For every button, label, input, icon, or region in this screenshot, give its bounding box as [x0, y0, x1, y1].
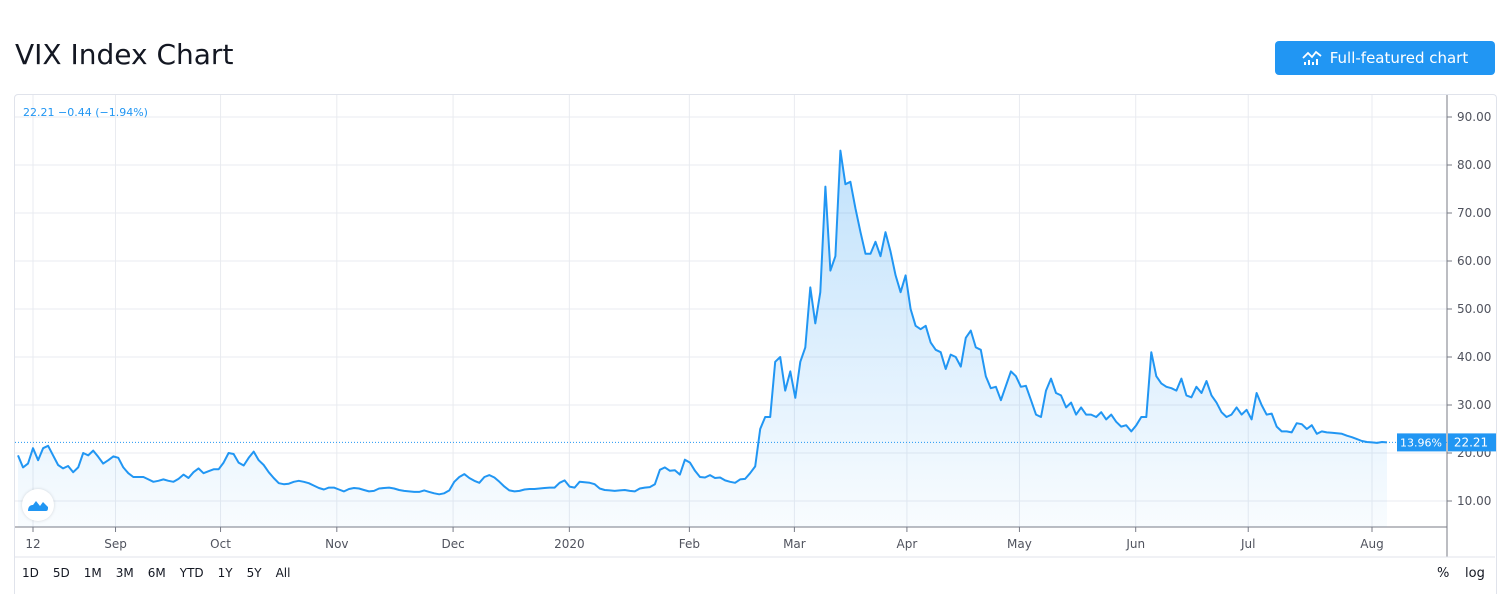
y-tick-label: 80.00 [1457, 158, 1491, 172]
x-tick-label: Aug [1360, 537, 1383, 551]
tradingview-logo-button[interactable] [22, 489, 54, 521]
chart-frame [14, 94, 1497, 594]
range-1m[interactable]: 1M [83, 566, 102, 580]
y-tick-label: 30.00 [1457, 398, 1491, 412]
range-toolbar: 1D 5D 1M 3M 6M YTD 1Y 5Y All [15, 566, 297, 580]
x-tick-label: Oct [210, 537, 231, 551]
y-tick-label: 40.00 [1457, 350, 1491, 364]
full-featured-chart-button[interactable]: Full-featured chart [1275, 41, 1495, 75]
x-tick-label: Mar [783, 537, 806, 551]
log-scale-toggle[interactable]: log [1465, 566, 1485, 581]
percent-scale-toggle[interactable]: % [1437, 566, 1450, 581]
range-6m[interactable]: 6M [147, 566, 166, 580]
y-tick-label: 50.00 [1457, 302, 1491, 316]
range-5y[interactable]: 5Y [246, 566, 262, 580]
percent-tag: 13.96% [1400, 436, 1442, 449]
chart-line-icon [1302, 50, 1322, 65]
price-legend: 22.21 −0.44 (−1.94%) [23, 106, 148, 119]
range-1y[interactable]: 1Y [217, 566, 233, 580]
series-line [17, 149, 1388, 496]
x-tick-label: 2020 [554, 537, 585, 551]
y-tick-label: 10.00 [1457, 494, 1491, 508]
full-featured-chart-label: Full-featured chart [1329, 49, 1469, 67]
legend-change-pct: (−1.94%) [95, 106, 148, 119]
price-tag-bg [1448, 433, 1496, 452]
page-title: VIX Index Chart [15, 38, 234, 71]
x-tick-label: Nov [325, 537, 348, 551]
x-tick-label: 12 [25, 537, 40, 551]
range-1d[interactable]: 1D [22, 566, 39, 580]
legend-last: 22.21 [23, 106, 55, 119]
x-tick-label: May [1007, 537, 1032, 551]
cloud-chart-icon [28, 501, 48, 511]
x-tick-label: Feb [679, 537, 700, 551]
range-ytd[interactable]: YTD [179, 566, 204, 580]
x-tick-label: Jul [1240, 537, 1255, 551]
x-tick-label: Dec [441, 537, 464, 551]
percent-tag-bg [1397, 433, 1446, 452]
series-area [18, 150, 1387, 527]
x-tick-label: Apr [897, 537, 918, 551]
x-tick-label: Jun [1125, 537, 1145, 551]
range-3m[interactable]: 3M [115, 566, 134, 580]
x-tick-label: Sep [104, 537, 127, 551]
y-tick-label: 70.00 [1457, 206, 1491, 220]
y-tick-label: 60.00 [1457, 254, 1491, 268]
y-tick-label: 90.00 [1457, 110, 1491, 124]
price-tag: 22.21 [1454, 435, 1488, 449]
legend-change: −0.44 [58, 106, 92, 119]
range-5d[interactable]: 5D [52, 566, 70, 580]
range-all[interactable]: All [275, 566, 291, 580]
